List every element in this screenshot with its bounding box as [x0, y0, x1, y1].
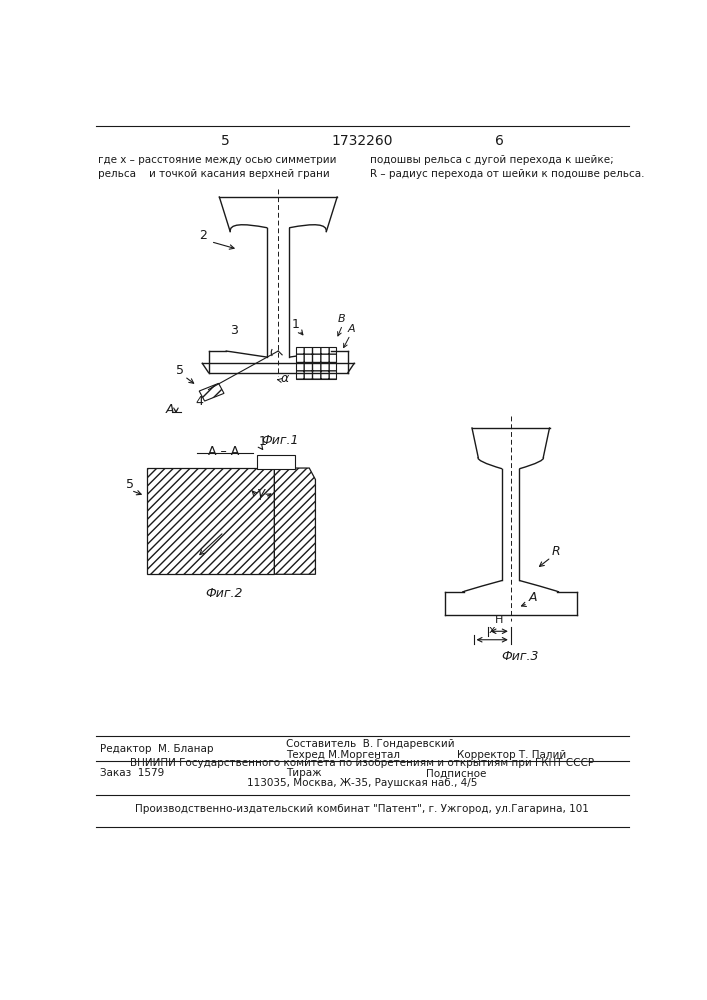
Text: 2: 2: [199, 229, 207, 242]
Polygon shape: [146, 468, 274, 574]
Text: где х – расстояние между осью симметрии
рельса    и точкой касания верхней грани: где х – расстояние между осью симметрии …: [98, 155, 336, 179]
Text: 3: 3: [230, 324, 238, 337]
Text: 5: 5: [126, 478, 134, 491]
Text: 1: 1: [292, 318, 300, 331]
Text: R: R: [552, 545, 561, 558]
Text: Редактор  М. Бланар: Редактор М. Бланар: [100, 744, 214, 754]
Text: A: A: [348, 324, 356, 334]
Text: γ: γ: [257, 486, 266, 500]
Text: A: A: [529, 591, 537, 604]
Text: подошвы рельса с дугой перехода к шейке;
R – радиус перехода от шейки к подошве : подошвы рельса с дугой перехода к шейке;…: [370, 155, 644, 179]
Text: Заказ  1579: Заказ 1579: [100, 768, 164, 778]
Text: 5: 5: [221, 134, 230, 148]
Text: Производственно-издательский комбинат "Патент", г. Ужгород, ул.Гагарина, 101: Производственно-издательский комбинат "П…: [135, 804, 589, 814]
Text: Фиг.3: Фиг.3: [501, 650, 539, 663]
Text: Подписное: Подписное: [426, 768, 486, 778]
Text: А – А: А – А: [209, 445, 240, 458]
Text: x: x: [489, 625, 496, 635]
Text: α: α: [281, 372, 289, 385]
Text: Составитель  В. Гондаревский: Составитель В. Гондаревский: [286, 739, 455, 749]
Bar: [257, 455, 295, 469]
Text: 5: 5: [176, 364, 184, 377]
Text: Тираж: Тираж: [286, 768, 322, 778]
Text: 113035, Москва, Ж-35, Раушская наб., 4/5: 113035, Москва, Ж-35, Раушская наб., 4/5: [247, 778, 477, 788]
Text: ВНИИПИ Государственного комитета по изобретениям и открытиям при ГКНТ СССР: ВНИИПИ Государственного комитета по изоб…: [130, 758, 594, 768]
Text: H: H: [495, 615, 503, 625]
Text: 1732260: 1732260: [331, 134, 392, 148]
Text: 1: 1: [259, 435, 267, 448]
Text: Фиг.2: Фиг.2: [205, 587, 243, 600]
Polygon shape: [274, 468, 315, 574]
Text: 6: 6: [495, 134, 503, 148]
Text: Фиг.1: Фиг.1: [262, 434, 299, 447]
Text: A: A: [166, 403, 175, 416]
Text: 4: 4: [195, 395, 203, 408]
Text: B: B: [338, 314, 346, 324]
Text: Техред М.Моргентал: Техред М.Моргентал: [286, 750, 400, 760]
Polygon shape: [199, 383, 224, 401]
Text: Корректор Т. Палий: Корректор Т. Палий: [457, 750, 566, 760]
Bar: [296, 347, 337, 379]
